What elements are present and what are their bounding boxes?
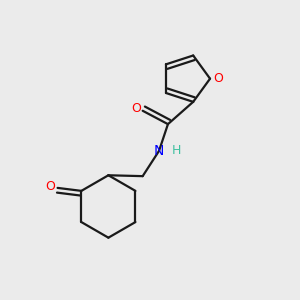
Text: O: O	[213, 72, 223, 85]
Text: O: O	[45, 180, 55, 193]
Text: N: N	[154, 144, 164, 158]
Text: H: H	[172, 144, 181, 157]
Text: O: O	[131, 102, 141, 115]
